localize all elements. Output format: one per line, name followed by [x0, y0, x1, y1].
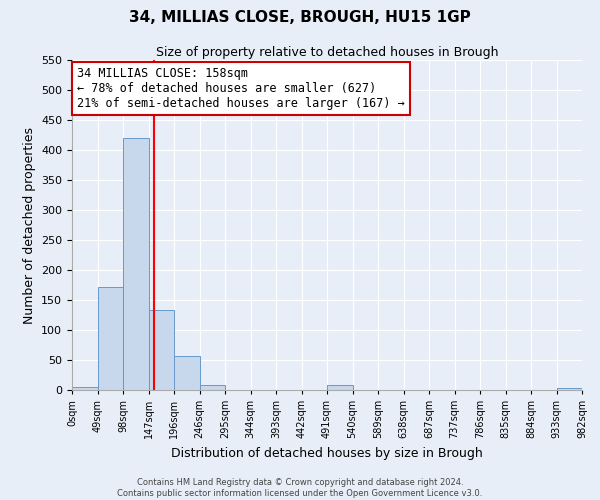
Text: 34 MILLIAS CLOSE: 158sqm
← 78% of detached houses are smaller (627)
21% of semi-: 34 MILLIAS CLOSE: 158sqm ← 78% of detach… — [77, 67, 405, 110]
Text: 34, MILLIAS CLOSE, BROUGH, HU15 1GP: 34, MILLIAS CLOSE, BROUGH, HU15 1GP — [129, 10, 471, 25]
Title: Size of property relative to detached houses in Brough: Size of property relative to detached ho… — [156, 46, 498, 59]
X-axis label: Distribution of detached houses by size in Brough: Distribution of detached houses by size … — [171, 446, 483, 460]
Bar — [97, 287, 123, 390]
Bar — [174, 356, 199, 390]
Y-axis label: Number of detached properties: Number of detached properties — [23, 126, 35, 324]
Bar — [199, 385, 225, 390]
Bar — [123, 138, 149, 390]
Bar — [557, 388, 582, 390]
Text: Contains HM Land Registry data © Crown copyright and database right 2024.
Contai: Contains HM Land Registry data © Crown c… — [118, 478, 482, 498]
Bar — [149, 310, 174, 390]
Bar — [72, 387, 97, 390]
Bar — [327, 385, 353, 390]
